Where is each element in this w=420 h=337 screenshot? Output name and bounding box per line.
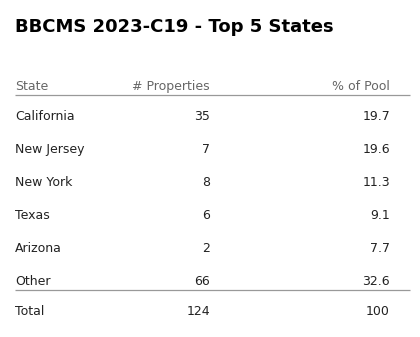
Text: 124: 124 [186,305,210,318]
Text: 100: 100 [366,305,390,318]
Text: 6: 6 [202,209,210,222]
Text: Arizona: Arizona [15,242,62,255]
Text: Other: Other [15,275,50,288]
Text: % of Pool: % of Pool [332,80,390,93]
Text: New Jersey: New Jersey [15,143,84,156]
Text: 7.7: 7.7 [370,242,390,255]
Text: New York: New York [15,176,72,189]
Text: # Properties: # Properties [132,80,210,93]
Text: 8: 8 [202,176,210,189]
Text: 9.1: 9.1 [370,209,390,222]
Text: BBCMS 2023-C19 - Top 5 States: BBCMS 2023-C19 - Top 5 States [15,18,333,36]
Text: Total: Total [15,305,45,318]
Text: 35: 35 [194,110,210,123]
Text: 11.3: 11.3 [362,176,390,189]
Text: 19.7: 19.7 [362,110,390,123]
Text: 19.6: 19.6 [362,143,390,156]
Text: Texas: Texas [15,209,50,222]
Text: State: State [15,80,48,93]
Text: 2: 2 [202,242,210,255]
Text: 32.6: 32.6 [362,275,390,288]
Text: 7: 7 [202,143,210,156]
Text: California: California [15,110,75,123]
Text: 66: 66 [194,275,210,288]
